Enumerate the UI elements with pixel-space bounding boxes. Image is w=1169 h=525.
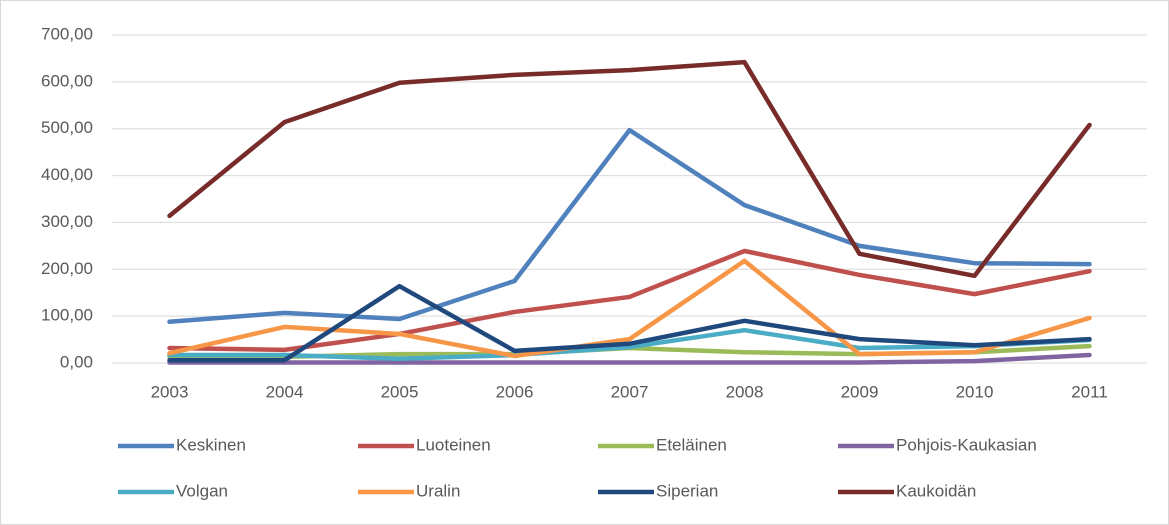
series-line <box>167 327 1092 362</box>
series-line <box>167 59 1092 279</box>
series-line <box>167 352 1092 365</box>
x-tick-label: 2009 <box>841 382 879 401</box>
legend-label: Uralin <box>416 481 460 500</box>
y-tick-label: 300,00 <box>41 212 93 231</box>
x-tick-label: 2008 <box>726 382 764 401</box>
x-tick-label: 2003 <box>151 382 189 401</box>
x-tick-label: 2007 <box>611 382 649 401</box>
y-tick-label: 0,00 <box>60 352 93 371</box>
legend-label: Volgan <box>176 481 228 500</box>
x-tick-label: 2006 <box>496 382 534 401</box>
x-tick-label: 2011 <box>1071 382 1108 401</box>
x-tick-label: 2004 <box>266 382 304 401</box>
y-tick-label: 500,00 <box>41 118 93 137</box>
y-tick-label: 200,00 <box>41 259 93 278</box>
y-tick-label: 600,00 <box>41 71 93 90</box>
x-tick-label: 2005 <box>381 382 419 401</box>
y-tick-label: 400,00 <box>41 165 93 184</box>
y-tick-label: 700,00 <box>41 24 93 43</box>
y-tick-label: 100,00 <box>41 306 93 325</box>
legend-label: Eteläinen <box>656 435 727 454</box>
legend-label: Keskinen <box>176 435 246 454</box>
series-line <box>167 258 1092 359</box>
legend-label: Siperian <box>656 481 718 500</box>
series-line <box>167 283 1092 363</box>
x-tick-label: 2010 <box>956 382 994 401</box>
legend-label: Kaukoidän <box>896 481 976 500</box>
legend-label: Pohjois-Kaukasian <box>896 435 1037 454</box>
legend-label: Luoteinen <box>416 435 491 454</box>
series-line <box>167 248 1092 353</box>
series-line <box>167 127 1092 325</box>
